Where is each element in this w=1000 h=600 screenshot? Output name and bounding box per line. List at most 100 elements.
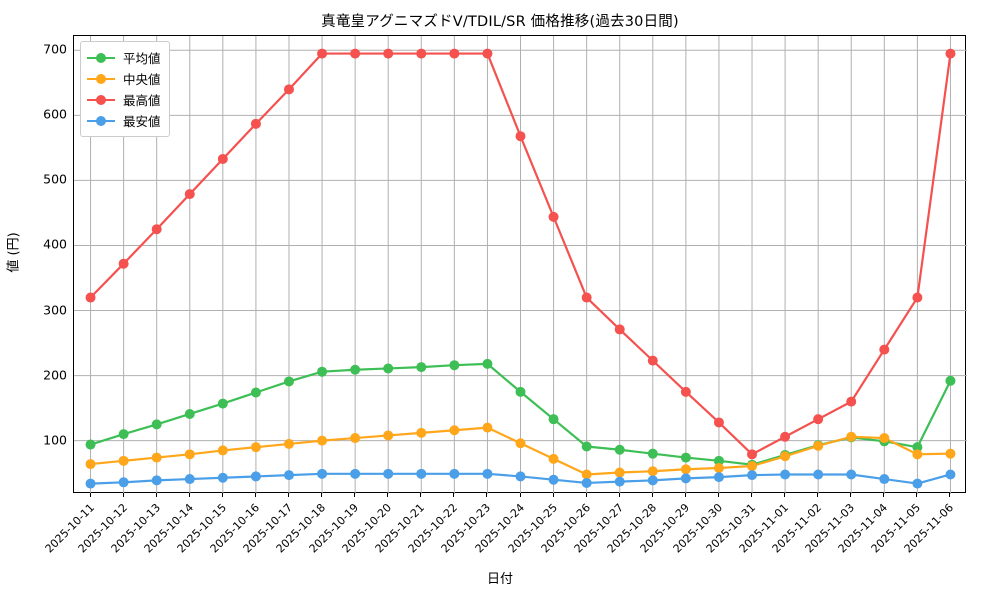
data-point xyxy=(283,84,294,95)
data-point xyxy=(449,48,460,59)
data-point xyxy=(747,461,758,472)
data-point xyxy=(350,364,361,375)
data-point xyxy=(713,455,724,466)
data-point xyxy=(118,258,129,269)
legend-item-3[interactable]: 最安値 xyxy=(87,110,161,131)
legend-label: 中央値 xyxy=(123,72,161,87)
data-point xyxy=(151,452,162,463)
data-point xyxy=(482,422,493,433)
y-tick-label: 200 xyxy=(43,367,67,383)
data-point xyxy=(449,468,460,479)
data-point xyxy=(184,474,195,485)
y-axis-tick-labels: 100 200 300 400 500 600 700 xyxy=(25,35,67,493)
data-point xyxy=(383,48,394,59)
data-point xyxy=(879,344,890,355)
x-tick-mark xyxy=(89,493,91,497)
x-tick-mark xyxy=(949,493,951,497)
data-point xyxy=(813,440,824,451)
data-point xyxy=(217,153,228,164)
data-point xyxy=(647,355,658,366)
data-point xyxy=(416,427,427,438)
data-point xyxy=(250,118,261,129)
y-tick-label: 600 xyxy=(43,106,67,122)
data-point xyxy=(581,469,592,480)
data-point xyxy=(548,414,559,425)
legend-item-2[interactable]: 最高値 xyxy=(87,89,161,110)
legend-label: 最高値 xyxy=(123,93,161,108)
x-tick-mark xyxy=(287,493,289,497)
data-point xyxy=(250,471,261,482)
x-tick-mark xyxy=(916,493,918,497)
data-point xyxy=(350,468,361,479)
data-point xyxy=(151,475,162,486)
x-tick-mark xyxy=(883,493,885,497)
data-point xyxy=(350,48,361,59)
x-tick-mark xyxy=(254,493,256,497)
data-point xyxy=(780,451,791,462)
data-point xyxy=(647,466,658,477)
x-tick-mark xyxy=(221,493,223,497)
legend-swatch-icon xyxy=(87,93,115,107)
data-point xyxy=(846,431,857,442)
data-point xyxy=(184,189,195,200)
x-tick-mark xyxy=(850,493,852,497)
data-point xyxy=(416,48,427,59)
data-point xyxy=(85,459,96,470)
data-point xyxy=(548,453,559,464)
data-point xyxy=(713,417,724,428)
data-point xyxy=(780,431,791,442)
y-tick-label: 400 xyxy=(43,236,67,252)
x-tick-mark xyxy=(817,493,819,497)
gridlines xyxy=(74,36,967,494)
data-point xyxy=(317,48,328,59)
data-point xyxy=(713,472,724,483)
data-point xyxy=(846,396,857,407)
data-point xyxy=(813,469,824,480)
x-tick-mark xyxy=(585,493,587,497)
y-tick-label: 700 xyxy=(43,41,67,57)
data-point xyxy=(515,131,526,142)
plot-area xyxy=(73,35,967,494)
data-point xyxy=(118,477,129,488)
data-point xyxy=(350,433,361,444)
data-point xyxy=(614,324,625,335)
page-title: 真竜皇アグニマズドV/TDIL/SR 価格推移(過去30日間) xyxy=(321,14,679,30)
data-point xyxy=(747,449,758,460)
data-point xyxy=(383,363,394,374)
data-point xyxy=(945,48,956,59)
data-point xyxy=(647,475,658,486)
data-point xyxy=(647,448,658,459)
x-tick-mark xyxy=(188,493,190,497)
x-tick-mark xyxy=(155,493,157,497)
data-point xyxy=(317,366,328,377)
x-tick-mark xyxy=(684,493,686,497)
data-point xyxy=(614,467,625,478)
legend-label: 平均値 xyxy=(123,51,161,66)
data-point xyxy=(151,224,162,235)
x-tick-mark xyxy=(321,493,323,497)
data-point xyxy=(780,469,791,480)
data-point xyxy=(680,386,691,397)
data-point xyxy=(747,470,758,481)
data-point xyxy=(912,292,923,303)
x-tick-mark xyxy=(387,493,389,497)
x-tick-mark xyxy=(122,493,124,497)
legend-swatch-icon xyxy=(87,114,115,128)
data-point xyxy=(317,435,328,446)
legend-item-0[interactable]: 平均値 xyxy=(87,47,161,68)
y-tick-label: 500 xyxy=(43,171,67,187)
data-point xyxy=(250,442,261,453)
data-point xyxy=(945,469,956,480)
data-point xyxy=(283,470,294,481)
x-axis-tick-labels: 2025-10-11 2025-10-12 2025-10-13 2025-10-14… xyxy=(42,499,966,569)
data-point xyxy=(482,358,493,369)
legend-item-1[interactable]: 中央値 xyxy=(87,68,161,89)
legend-swatch-icon xyxy=(87,72,115,86)
data-point xyxy=(283,438,294,449)
data-point xyxy=(912,478,923,489)
data-point xyxy=(680,464,691,475)
data-point xyxy=(713,462,724,473)
data-point xyxy=(184,449,195,460)
data-point xyxy=(449,360,460,371)
data-point xyxy=(614,444,625,455)
